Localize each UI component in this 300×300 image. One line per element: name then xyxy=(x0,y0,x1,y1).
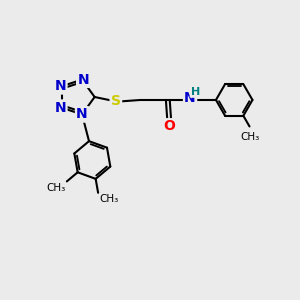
Text: N: N xyxy=(55,79,66,93)
Text: H: H xyxy=(191,87,200,97)
Text: CH₃: CH₃ xyxy=(46,183,65,193)
Text: N: N xyxy=(184,92,196,106)
Text: CH₃: CH₃ xyxy=(240,132,259,142)
Text: O: O xyxy=(163,119,175,134)
Text: S: S xyxy=(111,94,121,108)
Text: N: N xyxy=(77,73,89,87)
Text: CH₃: CH₃ xyxy=(100,194,119,204)
Text: N: N xyxy=(55,101,66,115)
Text: N: N xyxy=(76,107,88,122)
